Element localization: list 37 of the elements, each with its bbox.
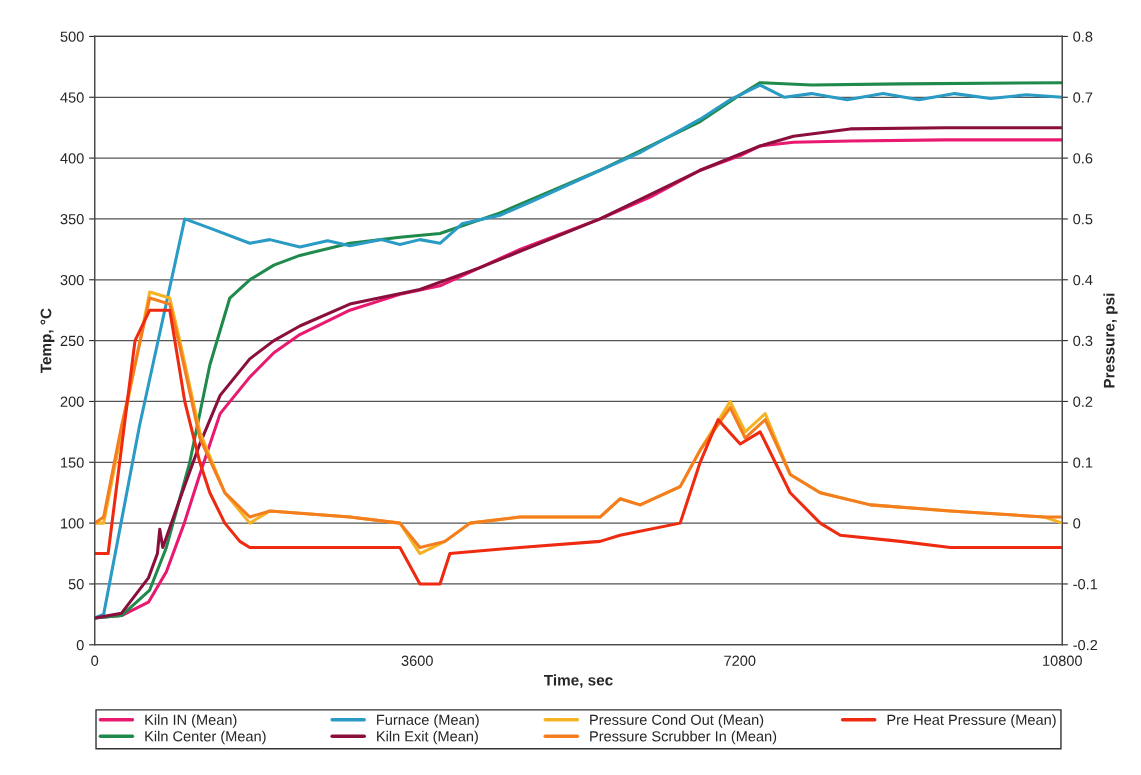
y2-tick-label: 0 bbox=[1073, 518, 1081, 529]
y-axis-title: Temp, °C bbox=[40, 308, 55, 374]
y-tick-label: 350 bbox=[60, 214, 84, 225]
x-tick-label: 3600 bbox=[401, 655, 433, 666]
y-tick-label: 150 bbox=[61, 457, 84, 468]
y-tick-label: 500 bbox=[60, 31, 84, 42]
y2-tick-label: 0.4 bbox=[1073, 274, 1093, 286]
x-axis-title: Time, sec bbox=[543, 674, 613, 688]
legend-label: Pre Heat Pressure (Mean) bbox=[887, 714, 1056, 728]
y2-axis-title: Pressure, psi bbox=[1103, 293, 1118, 388]
y2-tick-label: 0.8 bbox=[1073, 31, 1093, 42]
legend-label: Kiln Exit (Mean) bbox=[377, 730, 478, 745]
y2-tick-label: -0.1 bbox=[1073, 579, 1098, 590]
line-series bbox=[94, 308, 1063, 586]
y2-tick-label: 0.3 bbox=[1073, 335, 1093, 347]
y2-tick-label: 0.2 bbox=[1073, 396, 1093, 407]
y-tick-label: 300 bbox=[60, 274, 84, 286]
y2-tick-label: -0.2 bbox=[1073, 639, 1098, 651]
y-tick-label: 200 bbox=[60, 396, 84, 407]
legend-label: Kiln IN (Mean) bbox=[145, 714, 237, 728]
legend-label: Furnace (Mean) bbox=[377, 714, 479, 728]
legend-label: Pressure Cond Out (Mean) bbox=[590, 714, 764, 728]
y2-tick-label: 0.5 bbox=[1073, 214, 1093, 225]
legend-label: Pressure Scrubber In (Mean) bbox=[590, 730, 777, 745]
x-tick-label: 10800 bbox=[1043, 655, 1082, 666]
y-tick-label: 50 bbox=[68, 579, 84, 590]
y2-tick-label: 0.7 bbox=[1073, 92, 1093, 103]
y-tick-label: 450 bbox=[60, 92, 84, 103]
x-tick-label: 7200 bbox=[724, 655, 756, 666]
y2-tick-label: 0.6 bbox=[1073, 153, 1093, 164]
legend-label: Kiln Center (Mean) bbox=[145, 730, 266, 745]
y-tick-label: 0 bbox=[76, 639, 84, 651]
y-tick-label: 400 bbox=[60, 153, 84, 164]
y-tick-label: 100 bbox=[61, 518, 84, 529]
x-tick-label: 0 bbox=[91, 655, 99, 666]
y2-tick-label: 0.1 bbox=[1073, 457, 1093, 468]
y-tick-label: 250 bbox=[60, 335, 84, 347]
